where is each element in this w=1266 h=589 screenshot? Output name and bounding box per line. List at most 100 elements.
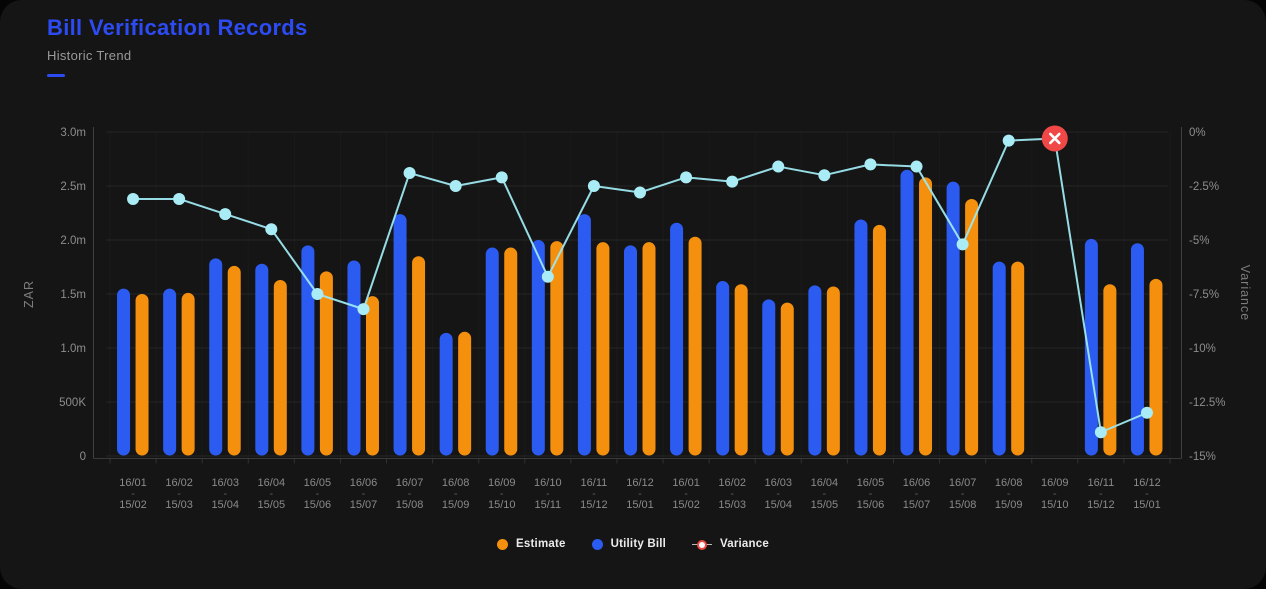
x-category-to: 15/09	[995, 499, 1023, 511]
x-category-to: 15/05	[811, 499, 839, 511]
x-category-to: 15/03	[718, 499, 746, 511]
variance-point[interactable]	[726, 176, 738, 188]
variance-point[interactable]	[680, 171, 692, 183]
variance-point[interactable]	[1003, 135, 1015, 147]
x-category-to: 15/06	[304, 499, 332, 511]
x-category-to: 15/04	[211, 499, 239, 511]
variance-point[interactable]	[864, 158, 876, 170]
legend-item-utility-bill[interactable]: Utility Bill	[592, 538, 666, 550]
bar-estimate[interactable]	[735, 284, 748, 455]
bar-utility-bill[interactable]	[532, 240, 545, 456]
bar-utility-bill[interactable]	[117, 289, 130, 456]
bar-estimate[interactable]	[596, 242, 609, 455]
bar-utility-bill[interactable]	[808, 285, 821, 455]
bar-estimate[interactable]	[1149, 279, 1162, 456]
bar-utility-bill[interactable]	[854, 219, 867, 455]
historic-trend-chart: 3.0m2.5m2.0m1.5m1.0m500K00%-2.5%-5%-7.5%…	[0, 0, 1266, 589]
x-category-to: 15/12	[1087, 499, 1115, 511]
bar-estimate[interactable]	[136, 294, 149, 456]
variance-point[interactable]	[957, 238, 969, 250]
bar-estimate[interactable]	[689, 237, 702, 456]
variance-point[interactable]	[634, 186, 646, 198]
variance-point[interactable]	[127, 193, 139, 205]
bar-utility-bill[interactable]	[993, 262, 1006, 456]
right-axis-title: Variance	[1238, 265, 1252, 321]
chart-legend: Estimate Utility Bill Variance	[0, 538, 1266, 550]
x-category-to: 15/05	[258, 499, 286, 511]
bar-utility-bill[interactable]	[301, 245, 314, 455]
variance-point[interactable]	[588, 180, 600, 192]
bar-utility-bill[interactable]	[486, 248, 499, 456]
bar-estimate[interactable]	[274, 280, 287, 456]
legend-label: Estimate	[516, 538, 566, 550]
x-category-to: 15/07	[903, 499, 931, 511]
variance-point[interactable]	[1095, 426, 1107, 438]
legend-item-variance[interactable]: Variance	[692, 538, 769, 550]
bar-estimate[interactable]	[228, 266, 241, 456]
variance-point[interactable]	[404, 167, 416, 179]
bar-utility-bill[interactable]	[762, 299, 775, 455]
left-axis-tick-label: 2.5m	[60, 181, 86, 193]
bar-estimate[interactable]	[827, 286, 840, 455]
x-category-to: 15/01	[626, 499, 654, 511]
bar-estimate[interactable]	[458, 332, 471, 456]
bar-utility-bill[interactable]	[624, 245, 637, 455]
bar-utility-bill[interactable]	[578, 214, 591, 455]
utility-bill-dot-icon	[592, 539, 603, 550]
left-axis-tick-label: 1.0m	[60, 343, 86, 355]
variance-point[interactable]	[911, 161, 923, 173]
bar-utility-bill[interactable]	[947, 182, 960, 456]
x-category-to: 15/02	[672, 499, 700, 511]
x-category-to: 15/08	[949, 499, 977, 511]
variance-point[interactable]	[818, 169, 830, 181]
variance-point[interactable]	[772, 161, 784, 173]
variance-point[interactable]	[265, 223, 277, 235]
variance-point[interactable]	[219, 208, 231, 220]
variance-point[interactable]	[173, 193, 185, 205]
right-axis-tick-label: -2.5%	[1189, 181, 1219, 193]
bar-utility-bill[interactable]	[670, 223, 683, 456]
bar-estimate[interactable]	[643, 242, 656, 455]
x-category-to: 15/12	[580, 499, 608, 511]
variance-point[interactable]	[311, 288, 323, 300]
variance-point[interactable]	[450, 180, 462, 192]
left-axis-tick-label: 3.0m	[60, 127, 86, 139]
right-axis-tick-label: 0%	[1189, 127, 1206, 139]
bar-utility-bill[interactable]	[394, 214, 407, 455]
bar-utility-bill[interactable]	[209, 258, 222, 455]
bar-estimate[interactable]	[412, 256, 425, 455]
x-category-to: 15/07	[350, 499, 378, 511]
variance-point[interactable]	[1141, 407, 1153, 419]
variance-point[interactable]	[357, 303, 369, 315]
left-axis-tick-label: 2.0m	[60, 235, 86, 247]
right-axis-tick-label: -10%	[1189, 343, 1216, 355]
legend-label: Utility Bill	[611, 538, 666, 550]
bar-utility-bill[interactable]	[440, 333, 453, 456]
bar-utility-bill[interactable]	[347, 261, 360, 456]
bar-utility-bill[interactable]	[255, 264, 268, 456]
x-category-to: 15/08	[396, 499, 424, 511]
legend-label: Variance	[720, 538, 769, 550]
bar-utility-bill[interactable]	[716, 281, 729, 455]
bar-estimate[interactable]	[504, 248, 517, 456]
x-category-to: 15/10	[1041, 499, 1069, 511]
x-category-to: 15/10	[488, 499, 516, 511]
bar-utility-bill[interactable]	[901, 170, 914, 456]
legend-item-estimate[interactable]: Estimate	[497, 538, 566, 550]
bar-estimate[interactable]	[366, 296, 379, 455]
bar-estimate[interactable]	[965, 199, 978, 456]
bar-estimate[interactable]	[919, 177, 932, 455]
left-axis-tick-label: 1.5m	[60, 289, 86, 301]
bar-estimate[interactable]	[781, 303, 794, 456]
estimate-dot-icon	[497, 539, 508, 550]
bar-utility-bill[interactable]	[1131, 243, 1144, 455]
left-axis-title: ZAR	[22, 280, 36, 308]
bar-utility-bill[interactable]	[163, 289, 176, 456]
bar-estimate[interactable]	[1011, 262, 1024, 456]
x-category-to: 15/03	[165, 499, 193, 511]
variance-point[interactable]	[542, 271, 554, 283]
variance-point[interactable]	[496, 171, 508, 183]
bar-estimate[interactable]	[182, 293, 195, 456]
bar-estimate[interactable]	[873, 225, 886, 456]
bill-verification-card: Bill Verification Records Historic Trend…	[0, 0, 1266, 589]
